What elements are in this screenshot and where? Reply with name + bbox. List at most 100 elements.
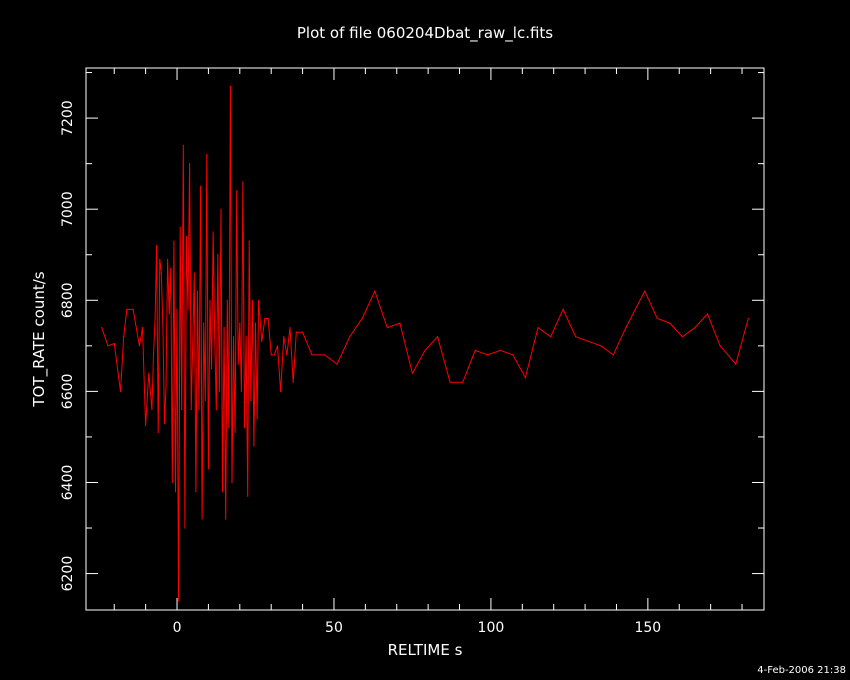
plot-frame (85, 67, 765, 611)
data-point (283, 336, 285, 338)
y-tick-label: 6800 (60, 282, 76, 318)
data-point (185, 235, 187, 238)
data-point (240, 390, 242, 392)
timestamp: 4-Feb-2006 21:38 (757, 665, 846, 676)
data-point (234, 431, 236, 433)
data-point (198, 409, 200, 411)
data-point (336, 363, 338, 365)
x-axis-label: RELTIME s (388, 641, 463, 659)
data-point (200, 185, 202, 187)
data-point (474, 349, 476, 351)
data-point (735, 363, 737, 365)
data-point (706, 313, 709, 315)
data-point (126, 308, 128, 310)
data-point (168, 313, 170, 315)
data-point (280, 390, 282, 392)
y-tick-label: 7000 (60, 191, 76, 227)
data-point (302, 331, 304, 333)
data-point (311, 354, 313, 356)
data-point (193, 272, 195, 274)
data-point (694, 327, 696, 329)
data-point (550, 336, 552, 338)
data-point (189, 163, 191, 165)
data-point (218, 390, 220, 392)
data-point (113, 343, 115, 345)
data-point (232, 336, 235, 338)
data-point (225, 518, 227, 520)
data-point (156, 245, 158, 247)
data-point (424, 349, 426, 351)
data-point (221, 491, 224, 493)
data-point (203, 322, 205, 324)
data-point (261, 340, 263, 342)
data-point (132, 308, 134, 310)
data-point (669, 322, 671, 324)
data-point (182, 144, 184, 146)
data-point (462, 381, 464, 383)
data-point (181, 409, 183, 411)
data-point (256, 418, 258, 420)
data-point (151, 409, 153, 411)
data-point (214, 336, 216, 338)
data-point (192, 345, 194, 347)
data-point (276, 345, 279, 347)
data-point (204, 399, 206, 402)
y-axis-label: TOT_RATE count/s (30, 271, 49, 407)
data-point (196, 290, 198, 292)
data-point (152, 354, 155, 356)
data-point (184, 527, 186, 529)
data-point (253, 445, 255, 447)
data-point (123, 336, 125, 338)
data-point (575, 336, 577, 338)
data-point (267, 317, 269, 320)
data-point (176, 308, 178, 310)
data-point (154, 317, 156, 320)
data-point (537, 327, 539, 329)
data-point (211, 368, 213, 370)
data-point (386, 327, 388, 329)
data-point (217, 254, 219, 256)
data-point (170, 267, 172, 269)
data-point (250, 399, 252, 402)
y-tick-label: 6200 (60, 556, 76, 592)
data-point (107, 345, 109, 347)
data-point (289, 327, 291, 329)
data-point (747, 317, 749, 320)
data-point (247, 495, 249, 497)
data-point (449, 381, 451, 383)
data-point (600, 345, 602, 347)
data-point (612, 354, 614, 356)
data-point (625, 327, 627, 329)
data-point (248, 240, 250, 242)
y-tick-label: 6600 (60, 374, 76, 410)
data-point (361, 317, 363, 320)
data-point (292, 381, 294, 383)
data-point (187, 308, 189, 310)
data-point (119, 390, 122, 392)
data-point (223, 327, 225, 329)
data-point (243, 427, 246, 429)
data-point (141, 327, 144, 329)
data-point (209, 299, 211, 301)
data-point (179, 226, 181, 228)
data-point (349, 336, 351, 338)
series-line (101, 86, 749, 601)
data-point (101, 327, 103, 329)
data-point (201, 518, 203, 520)
data-point (562, 308, 564, 310)
data-point (237, 363, 239, 365)
x-tick-label: 0 (173, 620, 182, 636)
data-point (245, 336, 247, 338)
data-point (195, 491, 197, 493)
data-point (273, 354, 275, 356)
series-points (101, 85, 749, 602)
data-point (190, 409, 192, 411)
y-tick-label: 6400 (60, 465, 76, 501)
data-point (644, 290, 646, 292)
data-point (173, 240, 175, 242)
data-point (656, 317, 658, 320)
data-point (254, 322, 257, 324)
data-point (215, 409, 217, 411)
data-point (399, 322, 401, 324)
